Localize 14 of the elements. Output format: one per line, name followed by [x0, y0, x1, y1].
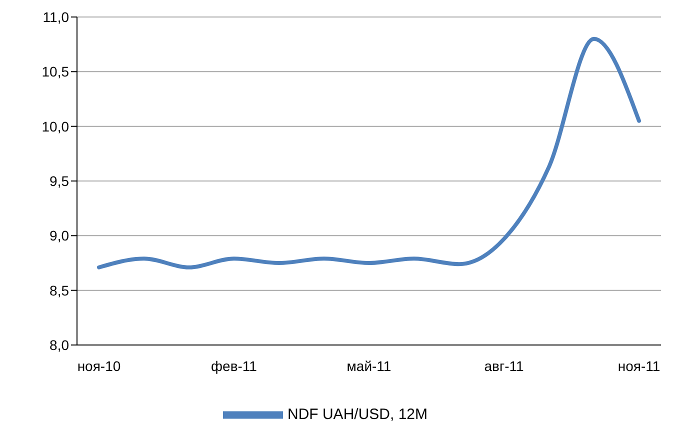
y-tick-label: 10,5 — [42, 64, 70, 80]
y-tick-label: 9,0 — [50, 228, 70, 244]
line-series — [97, 36, 641, 270]
x-tick-label: ноя-11 — [618, 358, 660, 374]
y-tick-label: 9,5 — [50, 172, 70, 189]
x-tick-label: авг-11 — [484, 358, 524, 374]
y-tick-label: 8,5 — [50, 282, 70, 298]
x-tick-label: май-11 — [346, 358, 392, 374]
y-tick-label: 10,0 — [42, 118, 70, 134]
y-tick-label: 11,0 — [42, 8, 70, 25]
y-tick-label: 8,0 — [50, 336, 70, 353]
x-tick-label: фев-11 — [211, 358, 258, 374]
legend-label: NDF UAH/USD, 12M — [287, 406, 428, 423]
x-tick-label: ноя-10 — [77, 358, 121, 374]
